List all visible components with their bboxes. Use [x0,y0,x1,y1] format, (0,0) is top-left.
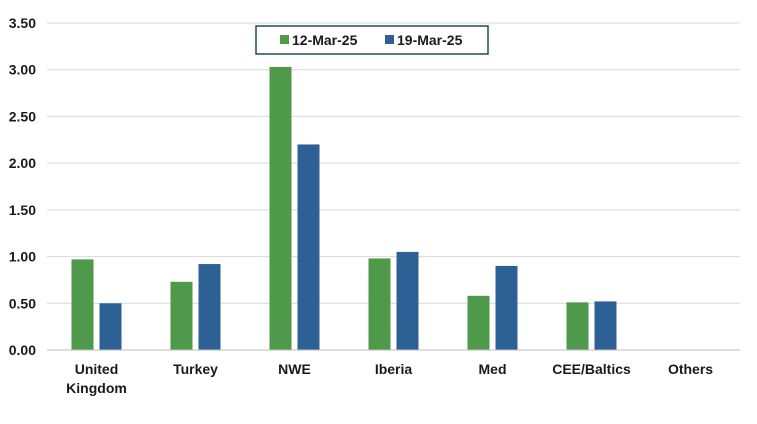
y-tick-label: 2.00 [9,155,36,171]
bar-iberia-12-mar-25 [368,258,391,350]
legend-label-12-mar-25: 12-Mar-25 [292,32,358,48]
y-tick-label: 3.50 [9,15,36,31]
legend-swatch-12-mar-25 [280,35,289,44]
legend-swatch-19-mar-25 [385,35,394,44]
legend: 12-Mar-25 19-Mar-25 [255,25,489,55]
gridlines [47,22,740,304]
legend-frame [255,25,489,55]
bar-united-kingdom-12-mar-25 [71,259,94,350]
x-category-label-cee-baltics: CEE/Baltics [552,361,631,377]
x-category-label-united-kingdom: United [75,361,119,377]
bar-nwe-12-mar-25 [269,66,292,350]
bar-med-19-mar-25 [495,265,518,350]
y-axis-tick-labels: 0.00 0.50 1.00 1.50 2.00 2.50 3.00 3.50 [9,15,36,358]
x-category-label-iberia: Iberia [375,361,413,377]
x-category-label-med: Med [479,361,507,377]
bars [71,66,617,350]
y-tick-label: 2.50 [9,108,36,124]
bar-cee-baltics-12-mar-25 [566,302,589,350]
bar-united-kingdom-19-mar-25 [99,303,122,350]
bar-turkey-19-mar-25 [198,264,221,350]
bar-med-12-mar-25 [467,295,490,350]
y-tick-label: 0.00 [9,342,36,358]
x-category-label-others: Others [668,361,713,377]
x-category-label-nwe: NWE [278,361,311,377]
bar-nwe-19-mar-25 [297,144,320,350]
y-tick-label: 0.50 [9,295,36,311]
x-category-label-turkey: Turkey [173,361,218,377]
x-axis-category-labels: United Kingdom Turkey NWE Iberia Med CEE/Balti… [66,361,713,396]
bar-turkey-12-mar-25 [170,281,193,350]
bar-cee-baltics-19-mar-25 [594,301,617,350]
x-category-label-united-kingdom: Kingdom [66,380,127,396]
bar-iberia-19-mar-25 [396,251,419,350]
legend-label-19-mar-25: 19-Mar-25 [397,32,463,48]
y-tick-label: 3.00 [9,62,36,78]
y-tick-label: 1.00 [9,249,36,265]
y-tick-label: 1.50 [9,202,36,218]
